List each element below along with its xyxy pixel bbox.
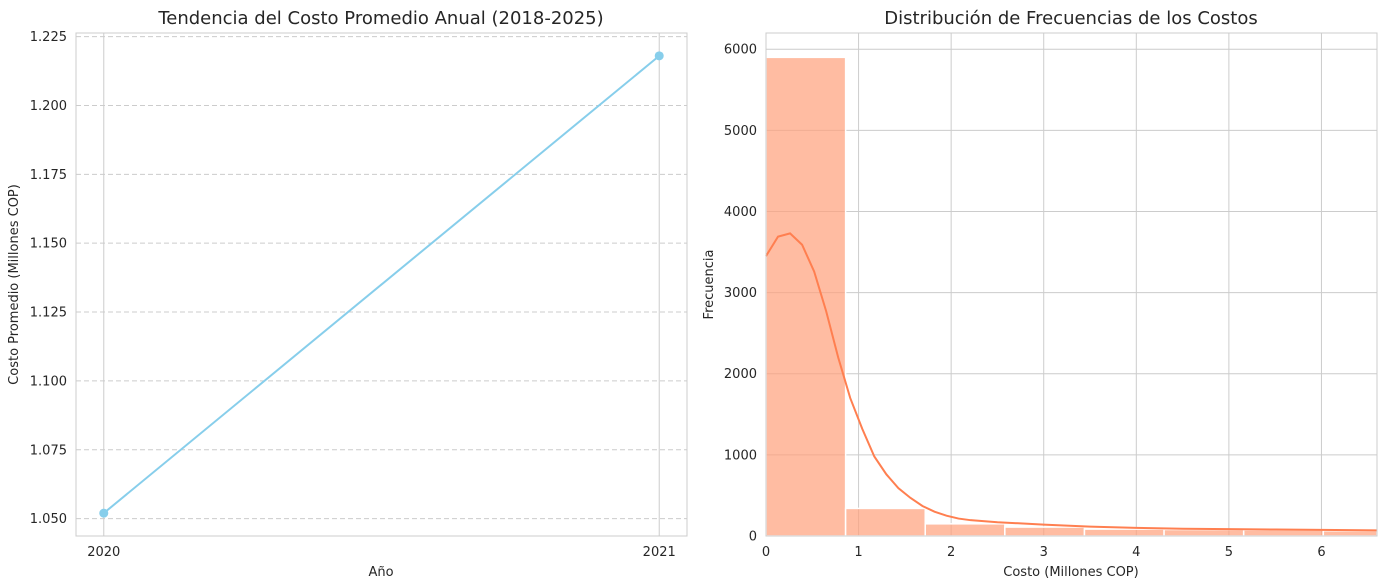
histogram-chart-title: Distribución de Frecuencias de los Costo… [884,8,1257,29]
histogram-bar [924,523,1006,537]
line-chart-y-ticks: 1.050 1.075 1.100 1.125 1.150 1.175 1.200 1.225 [30,30,67,527]
line-chart-y-tick-label: 1.050 [30,512,67,527]
histogram-bar [1004,526,1086,537]
line-series-point [654,51,664,61]
histogram-y-tick-label: 1000 [724,448,757,463]
histogram-bar [1322,529,1378,537]
histogram-x-tick-label: 1 [854,545,862,560]
histogram-kde [765,232,1378,532]
histogram-bars [765,56,1378,537]
line-chart-frame [75,32,688,537]
line-chart-y-tick-label: 1.075 [30,443,67,458]
histogram-y-tick-label: 3000 [724,286,757,301]
histogram-chart-grid [765,33,1377,537]
line-chart-x-tick-label: 2021 [643,545,676,560]
line-chart-y-tick-label: 1.100 [30,374,67,389]
histogram-x-axis-label: Costo (Millones COP) [1003,565,1138,580]
histogram-kde-line [765,232,1378,532]
line-chart-y-tick-label: 1.225 [30,30,67,45]
histogram-x-tick-label: 2 [947,545,955,560]
line-chart-title: Tendencia del Costo Promedio Anual (2018… [157,8,603,29]
histogram-y-ticks: 0 1000 2000 3000 4000 5000 6000 [724,43,757,545]
histogram-bar [1083,528,1165,537]
histogram-y-tick-label: 4000 [724,205,757,220]
line-chart-x-axis-label: Año [368,565,393,580]
line-chart-y-tick-label: 1.175 [30,168,67,183]
histogram-y-tick-label: 2000 [724,367,757,382]
histogram-x-tick-label: 4 [1132,545,1140,560]
line-chart-y-axis-label: Costo Promedio (Millones COP) [7,184,22,385]
histogram-y-tick-label: 6000 [724,43,757,58]
line-chart-y-tick-label: 1.150 [30,237,67,252]
histogram-bar [1242,529,1325,537]
line-chart-y-tick-label: 1.125 [30,306,67,321]
line-chart: Tendencia del Costo Promedio Anual (2018… [7,8,688,580]
histogram-x-tick-label: 5 [1225,545,1233,560]
histogram-x-tick-label: 0 [762,545,770,560]
histogram-bar [844,507,926,537]
histogram-bar [1163,528,1245,537]
histogram-chart: Distribución de Frecuencias de los Costo… [702,8,1378,580]
histogram-y-axis-label: Frecuencia [702,250,717,320]
histogram-y-tick-label: 0 [749,530,757,545]
line-series-point [99,508,109,518]
line-series-line [103,55,660,514]
histogram-y-tick-label: 5000 [724,124,757,139]
line-chart-x-ticks: 2020 2021 [87,545,676,560]
histogram-x-ticks: 0 1 2 3 4 5 6 [762,545,1326,560]
line-chart-y-tick-label: 1.200 [30,99,67,114]
histogram-x-tick-label: 6 [1317,545,1325,560]
histogram-bar [765,56,847,537]
line-chart-x-tick-label: 2020 [87,545,120,560]
histogram-chart-frame [765,32,1378,537]
histogram-x-tick-label: 3 [1040,545,1048,560]
line-chart-grid [76,33,687,536]
line-chart-series [99,51,664,518]
